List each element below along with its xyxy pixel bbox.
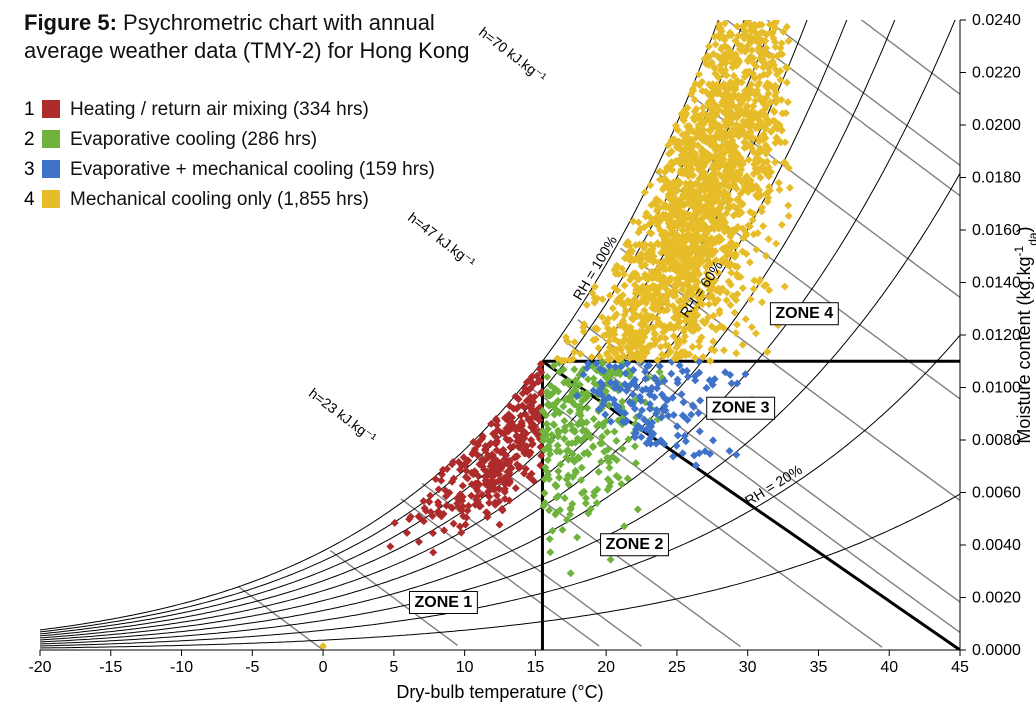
x-tick-label: -5: [245, 659, 259, 676]
zone-label: ZONE 1: [414, 594, 472, 611]
zone-label: ZONE 2: [606, 536, 664, 553]
y-tick-label: 0.0020: [972, 590, 1021, 607]
x-tick-label: -20: [28, 659, 51, 676]
legend-label: Mechanical cooling only (1,855 hrs): [70, 189, 369, 210]
y-tick-label: 0.0060: [972, 485, 1021, 502]
rh-label: RH = 20%: [742, 461, 805, 509]
y-tick-label: 0.0240: [972, 12, 1021, 29]
legend-swatch: [42, 190, 60, 208]
legend-swatch: [42, 130, 60, 148]
legend-index: 1: [24, 99, 35, 120]
legend-index: 3: [24, 159, 35, 180]
svg-text:Moisture content (kg.kg-1da): Moisture content (kg.kg-1da): [1012, 226, 1036, 443]
y-tick-label: 0.0220: [972, 65, 1021, 82]
figure-title-line1: Figure 5: Psychrometric chart with annua…: [24, 10, 435, 35]
x-tick-label: 30: [739, 659, 757, 676]
legend-label: Evaporative + mechanical cooling (159 hr…: [70, 159, 435, 180]
x-tick-label: -15: [99, 659, 122, 676]
x-tick-label: 25: [668, 659, 686, 676]
figure-container: ZONE 1ZONE 2ZONE 3ZONE 4RH = 20%RH = 60%…: [0, 0, 1036, 718]
x-tick-label: 5: [389, 659, 398, 676]
legend-label: Evaporative cooling (286 hrs): [70, 129, 317, 150]
x-tick-label: -10: [170, 659, 193, 676]
enthalpy-label: h=70 kJ.kg⁻¹: [476, 24, 550, 86]
x-tick-label: 35: [810, 659, 828, 676]
figure-title-line2: average weather data (TMY-2) for Hong Ko…: [24, 38, 470, 63]
x-tick-label: 45: [951, 659, 969, 676]
zone-label: ZONE 3: [712, 400, 770, 417]
x-tick-label: 15: [526, 659, 544, 676]
y-tick-label: 0.0180: [972, 170, 1021, 187]
x-tick-label: 40: [880, 659, 898, 676]
y-tick-label: 0.0040: [972, 537, 1021, 554]
x-tick-label: 20: [597, 659, 615, 676]
x-tick-label: 10: [456, 659, 474, 676]
y-axis-label: Moisture content (kg.kg-1da): [1012, 226, 1036, 443]
x-axis-label: Dry-bulb temperature (°C): [396, 682, 603, 702]
legend-index: 2: [24, 129, 35, 150]
enthalpy-label: h=23 kJ.kg⁻¹: [306, 385, 380, 446]
legend-swatch: [42, 100, 60, 118]
psychrometric-chart: ZONE 1ZONE 2ZONE 3ZONE 4RH = 20%RH = 60%…: [0, 0, 1036, 718]
y-tick-label: 0.0000: [972, 642, 1021, 659]
y-tick-label: 0.0200: [972, 117, 1021, 134]
legend-label: Heating / return air mixing (334 hrs): [70, 99, 369, 120]
scatter-series-4: [554, 16, 794, 365]
x-tick-label: 0: [319, 659, 328, 676]
zone-label: ZONE 4: [775, 305, 833, 322]
legend-index: 4: [24, 189, 35, 210]
enthalpy-label: h=47 kJ.kg⁻¹: [405, 209, 479, 270]
legend-swatch: [42, 160, 60, 178]
